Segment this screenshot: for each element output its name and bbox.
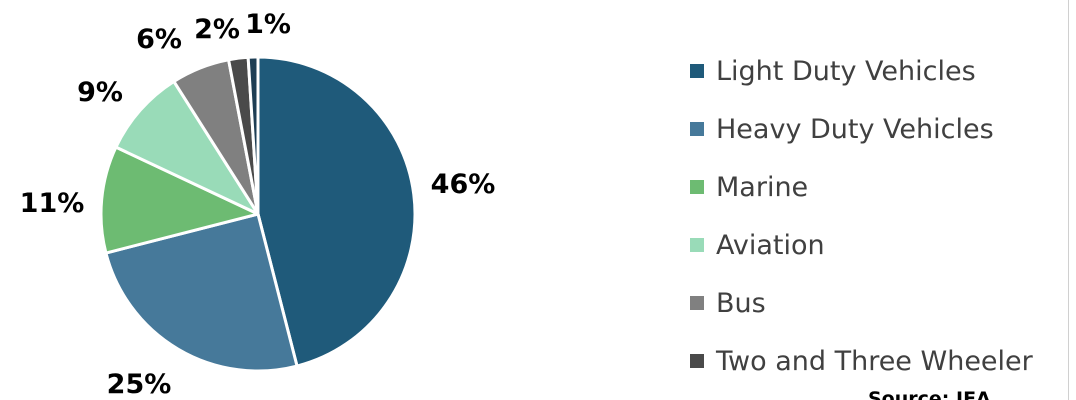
legend-swatch xyxy=(690,296,704,310)
legend-item: Heavy Duty Vehicles xyxy=(690,100,1033,158)
legend-label: Bus xyxy=(716,287,766,319)
pie-slice-4 xyxy=(114,79,260,216)
pie-slice-7 xyxy=(246,55,260,216)
data-label-1: 46% xyxy=(431,169,496,200)
data-label-3: 11% xyxy=(20,188,85,219)
source-note: Source: IEA xyxy=(868,388,991,400)
legend-label: Marine xyxy=(716,171,809,203)
legend-label: Two and Three Wheeler xyxy=(716,345,1033,377)
pie-slice-2 xyxy=(104,212,299,373)
legend-swatch xyxy=(690,64,704,78)
legend-swatch xyxy=(690,180,704,194)
data-label-5: 6% xyxy=(136,24,182,55)
legend-swatch xyxy=(690,122,704,136)
data-label-2: 25% xyxy=(107,369,172,400)
legend-item: Aviation xyxy=(690,216,1033,274)
data-label-6: 2% xyxy=(194,14,240,45)
legend-item: Light Duty Vehicles xyxy=(690,42,1033,100)
legend-item: Bus xyxy=(690,274,1033,332)
legend-swatch xyxy=(690,238,704,252)
data-label-4: 9% xyxy=(77,77,123,108)
pie-slice-1 xyxy=(256,55,417,368)
legend-label: Aviation xyxy=(716,229,825,261)
legend-label: Light Duty Vehicles xyxy=(716,55,976,87)
legend-item: Two and Three Wheeler xyxy=(690,332,1033,390)
legend-swatch xyxy=(690,354,704,368)
legend-item: Marine xyxy=(690,158,1033,216)
legend-label: Heavy Duty Vehicles xyxy=(716,113,994,145)
pie-slice-3 xyxy=(99,145,260,255)
chart-legend: Light Duty Vehicles Heavy Duty Vehicles Ma… xyxy=(690,42,1033,390)
data-label-7: 1% xyxy=(245,9,291,40)
divider-line xyxy=(1068,0,1069,400)
